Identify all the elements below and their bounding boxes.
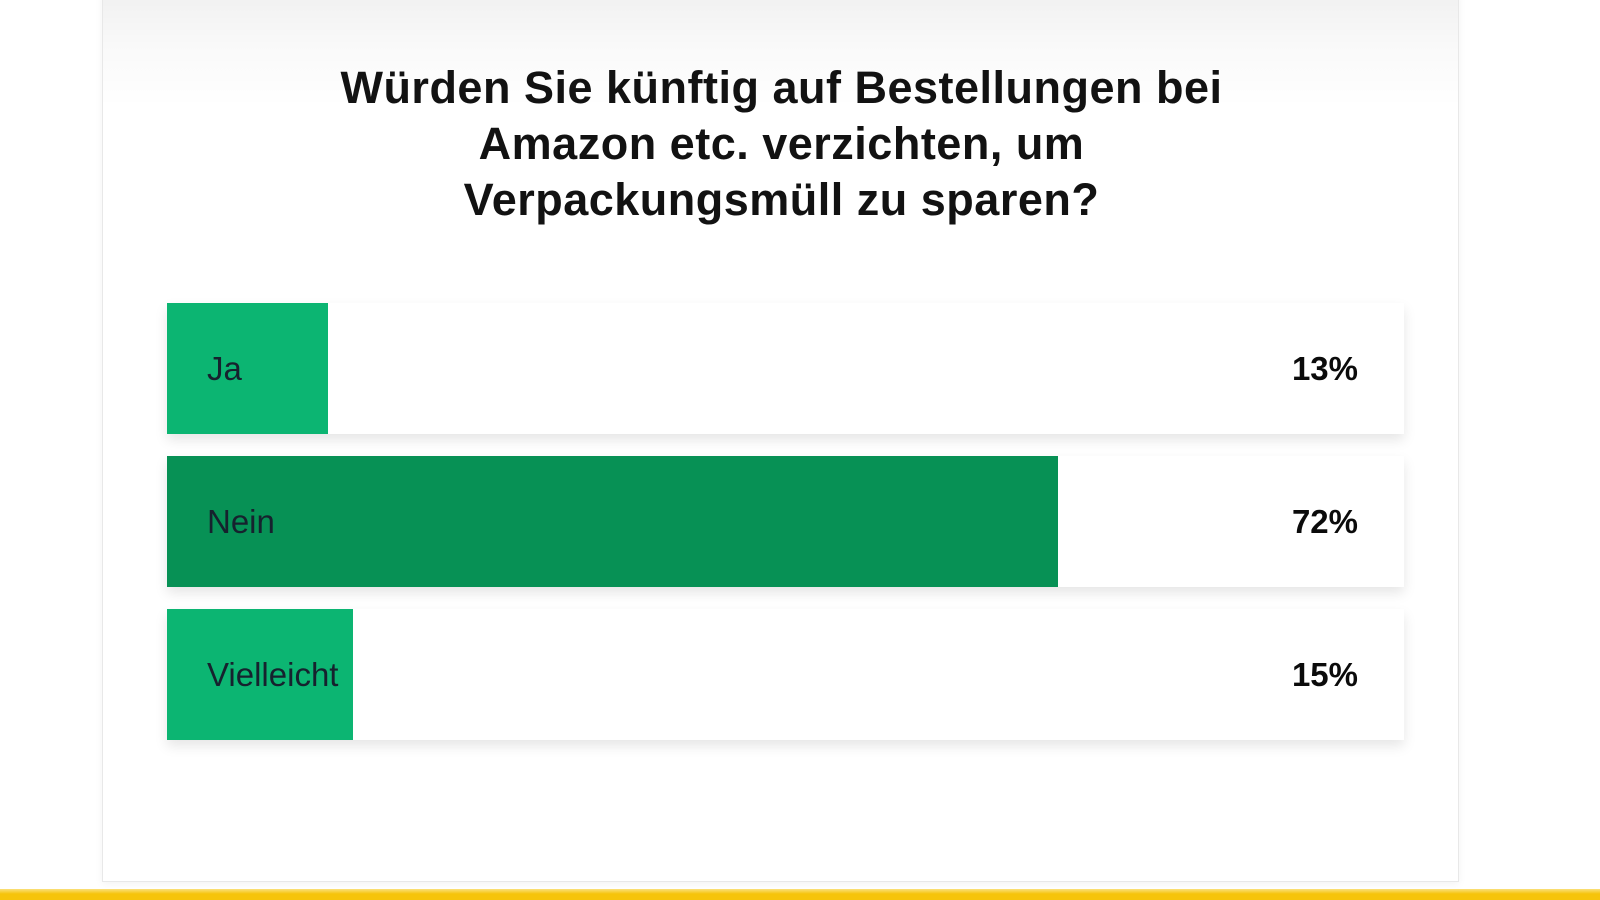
bar-fill: [167, 456, 1058, 587]
bar-value-label: 13%: [1291, 349, 1358, 387]
bar-row: Ja 13%: [167, 303, 1404, 434]
bar-category-label: Vielleicht: [207, 655, 339, 693]
bar-value-label: 72%: [1291, 502, 1358, 540]
bar-fill: [167, 303, 328, 434]
chart-title-line: Würden Sie künftig auf Bestellungen bei: [340, 62, 1223, 113]
chart-title: Würden Sie künftig auf Bestellungen bei …: [102, 60, 1461, 228]
chart-title-line: Amazon etc. verzichten, um: [478, 118, 1085, 169]
bar-category-label: Nein: [207, 502, 275, 540]
bar-fill: [167, 609, 353, 740]
bar-row: Nein 72%: [167, 456, 1404, 587]
bar-row: Vielleicht 15%: [167, 609, 1404, 740]
bar-chart: Ja 13% Nein 72% Vielleicht 15%: [167, 303, 1404, 743]
chart-title-line: Verpackungsmüll zu sparen?: [463, 174, 1100, 225]
bar-value-label: 15%: [1291, 655, 1358, 693]
bottom-accent-bar: [0, 889, 1600, 900]
bar-category-label: Ja: [207, 349, 242, 387]
